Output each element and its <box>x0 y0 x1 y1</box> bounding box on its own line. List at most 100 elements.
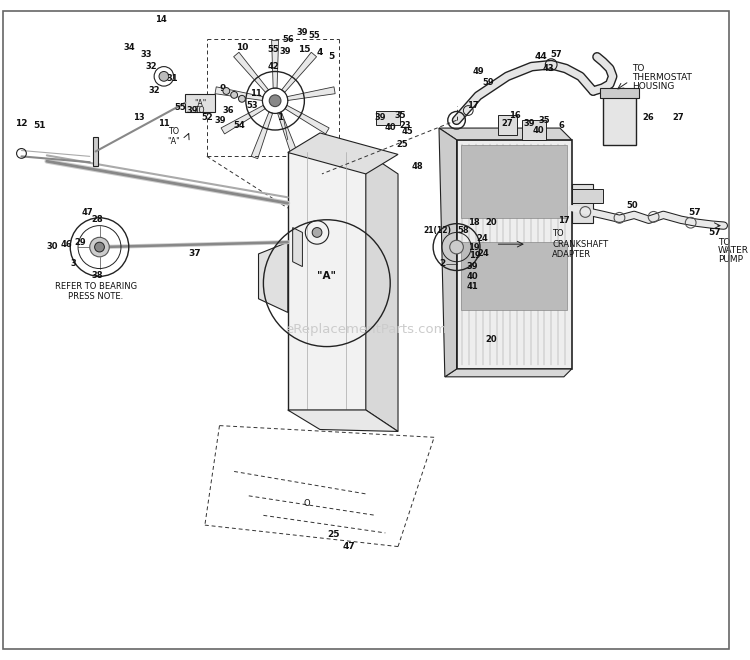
Polygon shape <box>282 52 316 92</box>
Text: 4: 4 <box>316 48 323 57</box>
Text: 1: 1 <box>277 113 283 122</box>
Text: 27: 27 <box>672 113 684 122</box>
Polygon shape <box>445 369 572 377</box>
Text: "A": "A" <box>167 137 180 147</box>
Text: TO: TO <box>632 64 644 73</box>
Text: 47: 47 <box>343 542 355 551</box>
Text: 49: 49 <box>472 67 484 76</box>
Text: 33: 33 <box>140 50 152 59</box>
Text: 2: 2 <box>439 259 445 268</box>
Text: "A": "A" <box>317 271 336 281</box>
Polygon shape <box>461 145 567 218</box>
Text: 57: 57 <box>550 50 562 59</box>
Polygon shape <box>233 52 268 92</box>
Text: WATER: WATER <box>718 246 749 255</box>
Polygon shape <box>600 88 639 98</box>
Text: 37: 37 <box>189 249 202 259</box>
Text: 55: 55 <box>267 44 279 53</box>
Circle shape <box>223 88 230 94</box>
Text: 54: 54 <box>233 121 245 129</box>
Text: 16: 16 <box>509 111 521 120</box>
Polygon shape <box>497 115 517 135</box>
Polygon shape <box>366 152 398 432</box>
Polygon shape <box>292 228 302 267</box>
Text: 25: 25 <box>328 531 340 539</box>
Text: 32: 32 <box>148 86 160 96</box>
Text: 39: 39 <box>375 113 386 122</box>
Circle shape <box>159 71 169 81</box>
Polygon shape <box>251 112 273 158</box>
Text: 25: 25 <box>396 140 408 149</box>
Polygon shape <box>461 242 567 310</box>
Text: eReplacementParts.com: eReplacementParts.com <box>285 323 446 337</box>
Text: 52: 52 <box>201 113 213 122</box>
Text: 39: 39 <box>523 119 535 127</box>
Text: 34: 34 <box>124 43 136 51</box>
Text: HOUSING: HOUSING <box>632 82 674 90</box>
Text: TO: TO <box>718 238 730 247</box>
Text: 57: 57 <box>688 209 701 217</box>
Polygon shape <box>457 140 572 369</box>
Text: 39: 39 <box>187 106 198 115</box>
Polygon shape <box>93 137 98 166</box>
Text: 50: 50 <box>626 201 638 210</box>
Text: 30: 30 <box>47 242 58 251</box>
Circle shape <box>94 242 104 252</box>
Circle shape <box>450 240 464 254</box>
Circle shape <box>269 95 281 107</box>
Text: 15: 15 <box>298 44 310 53</box>
Text: 14: 14 <box>155 15 166 24</box>
Text: TO
CRANKSHAFT
ADAPTER: TO CRANKSHAFT ADAPTER <box>552 229 608 259</box>
Text: 11: 11 <box>250 89 262 98</box>
Text: TO: TO <box>195 106 206 115</box>
Text: "A": "A" <box>194 99 206 108</box>
Text: 26: 26 <box>642 113 654 122</box>
Text: 39: 39 <box>279 48 290 57</box>
Text: 27: 27 <box>502 119 513 127</box>
Text: 40: 40 <box>532 125 544 135</box>
Text: PUMP: PUMP <box>718 255 743 264</box>
Polygon shape <box>288 133 398 174</box>
Text: 19: 19 <box>470 251 481 260</box>
Text: 18: 18 <box>468 218 480 227</box>
Text: 24: 24 <box>477 249 489 259</box>
Text: 5: 5 <box>328 52 334 61</box>
Text: 20: 20 <box>486 335 497 345</box>
Text: 10: 10 <box>236 43 248 51</box>
Text: 32: 32 <box>146 62 157 71</box>
Text: 17: 17 <box>558 216 570 225</box>
Polygon shape <box>285 106 329 134</box>
Polygon shape <box>278 112 299 158</box>
Circle shape <box>231 92 238 98</box>
Text: 39: 39 <box>214 115 226 125</box>
Text: 12: 12 <box>15 119 28 127</box>
Text: 40: 40 <box>466 272 478 281</box>
Text: 57: 57 <box>708 228 721 237</box>
Polygon shape <box>439 128 572 140</box>
Text: 40: 40 <box>385 123 396 131</box>
Text: 48: 48 <box>412 162 423 170</box>
Polygon shape <box>259 242 288 312</box>
Text: 39: 39 <box>466 262 478 271</box>
Polygon shape <box>221 106 266 134</box>
Text: 9: 9 <box>219 84 226 92</box>
Polygon shape <box>288 152 366 410</box>
Text: 19: 19 <box>468 243 480 251</box>
Text: 45: 45 <box>402 127 414 137</box>
Text: 13: 13 <box>133 113 144 122</box>
Text: 38: 38 <box>92 271 104 280</box>
Text: 36: 36 <box>223 106 234 115</box>
Text: PRESS NOTE.: PRESS NOTE. <box>68 292 123 302</box>
Text: O: O <box>304 499 310 508</box>
Text: 39: 39 <box>297 28 308 37</box>
Polygon shape <box>288 410 398 432</box>
Polygon shape <box>215 87 263 100</box>
Text: 55: 55 <box>175 103 186 112</box>
Text: 23: 23 <box>399 121 411 129</box>
Polygon shape <box>439 128 457 377</box>
Text: 28: 28 <box>92 215 104 224</box>
Text: 46: 46 <box>61 240 72 249</box>
Circle shape <box>312 228 322 238</box>
Text: REFER TO BEARING: REFER TO BEARING <box>55 282 136 290</box>
Text: 56: 56 <box>282 35 294 44</box>
